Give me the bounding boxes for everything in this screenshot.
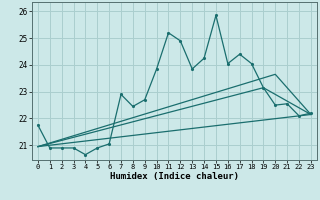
X-axis label: Humidex (Indice chaleur): Humidex (Indice chaleur) xyxy=(110,172,239,181)
